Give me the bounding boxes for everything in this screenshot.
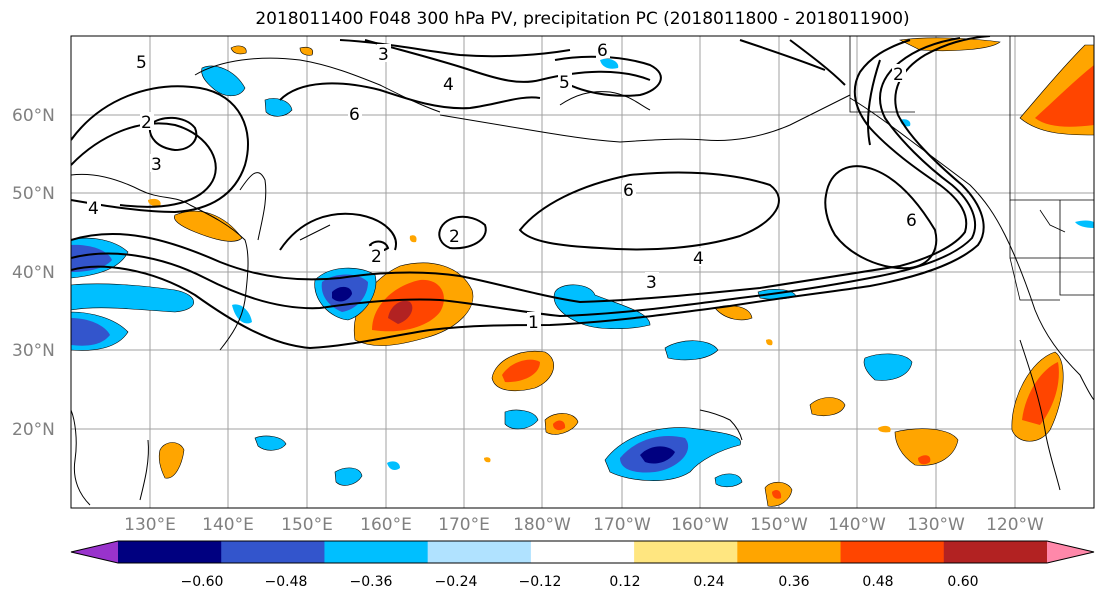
pv-label: 2 [371, 247, 382, 267]
pv-label: 2 [449, 227, 460, 247]
pv-label: 6 [597, 41, 608, 61]
lon-label: 170°E [438, 515, 490, 535]
colorbar-tick-label: 0.48 [862, 574, 893, 590]
lon-label: 120°W [986, 515, 1044, 535]
latitude-labels: 60°N 50°N 40°N 30°N 20°N [12, 106, 55, 440]
pv-label: 6 [906, 211, 917, 231]
pv-label: 2 [893, 65, 904, 85]
lat-label: 30°N [12, 341, 55, 361]
pv-label: 3 [151, 155, 162, 175]
lat-label: 20°N [12, 420, 55, 440]
colorbar-extend-min [71, 541, 118, 563]
lon-label: 140°W [828, 515, 886, 535]
colorbar-segment [324, 541, 429, 563]
colorbar-segment [737, 541, 842, 563]
pv-label: 3 [646, 273, 657, 293]
colorbar-segment [634, 541, 738, 563]
colorbar-tick-label: −0.12 [519, 574, 562, 590]
colorbar-segment [221, 541, 325, 563]
pv-label: 5 [559, 73, 570, 93]
colorbar-segments [70, 540, 1095, 564]
colorbar-tick-label: 0.12 [609, 574, 640, 590]
colorbar-tick-label: 0.36 [778, 574, 809, 590]
pv-label: 6 [623, 181, 634, 201]
lon-label: 150°E [281, 515, 333, 535]
colorbar-tick-label: −0.36 [350, 574, 393, 590]
pv-label: 4 [693, 249, 704, 269]
pv-label: 2 [893, 65, 904, 85]
longitude-labels: 130°E 140°E 150°E 160°E 170°E 180°W 170°… [124, 515, 1044, 535]
pv-contour-labels: 5 3 6 4 5 2 6 3 2 4 6 6 2 2 [87, 40, 919, 333]
political-boundaries [849, 36, 1094, 301]
colorbar-segment [427, 541, 532, 563]
lon-label: 180°W [513, 515, 571, 535]
lon-label: 170°W [593, 515, 651, 535]
lon-label: 130°W [907, 515, 965, 535]
colorbar-segment [530, 541, 635, 563]
pv-label: 4 [443, 75, 454, 95]
lon-label: 160°E [360, 515, 412, 535]
map-title: 2018011400 F048 300 hPa PV, precipitatio… [255, 9, 910, 29]
colorbar-segment [943, 541, 1048, 563]
pv-label: 5 [136, 53, 147, 73]
pv-label: 4 [88, 199, 99, 219]
colorbar-tick-label: −0.24 [435, 574, 478, 590]
colorbar-tick-label: 0.24 [693, 574, 724, 590]
lon-label: 130°E [124, 515, 176, 535]
pv-label: 6 [349, 105, 360, 125]
pv-label: 1 [528, 313, 539, 333]
pv-contours [71, 36, 991, 350]
colorbar: −0.60 −0.48 −0.36 −0.24 −0.12 0.12 0.24 … [70, 540, 1095, 590]
lat-label: 50°N [12, 184, 55, 204]
colorbar-ticks: −0.60 −0.48 −0.36 −0.24 −0.12 0.12 0.24 … [181, 574, 979, 590]
lat-label: 60°N [12, 106, 55, 126]
lon-label: 150°W [750, 515, 808, 535]
colorbar-segment [118, 541, 222, 563]
colorbar-tick-label: −0.48 [265, 574, 308, 590]
map-frame [70, 35, 1095, 509]
lon-label: 140°E [202, 515, 254, 535]
colorbar-extend-max [1047, 541, 1094, 563]
colorbar-tick-label: 0.60 [947, 574, 978, 590]
coastlines [71, 57, 1094, 506]
pv-label: 2 [141, 113, 152, 133]
colorbar-outline [70, 540, 1095, 564]
lat-label: 40°N [12, 263, 55, 283]
colorbar-segment [840, 541, 945, 563]
lon-label: 160°W [671, 515, 729, 535]
colorbar-tick-label: −0.60 [181, 574, 224, 590]
pv-label: 3 [378, 45, 389, 65]
